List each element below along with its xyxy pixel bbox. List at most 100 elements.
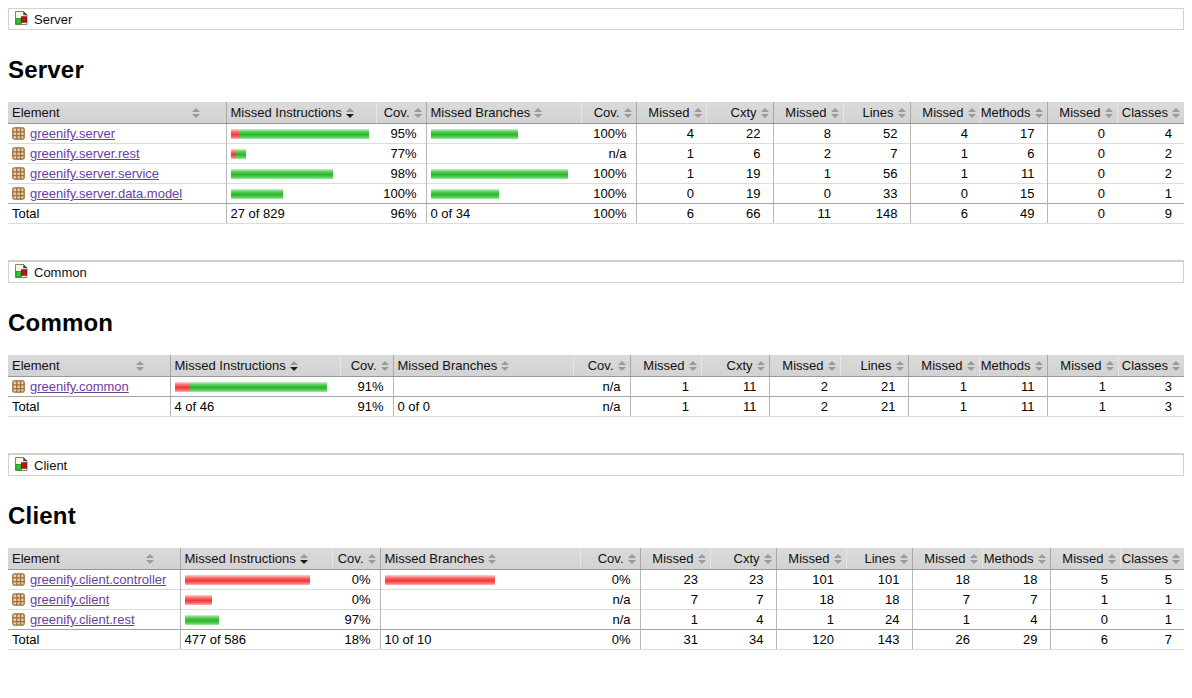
- sort-up-arrow: [1038, 554, 1046, 558]
- coverage-bar: [231, 149, 373, 159]
- column-header-element[interactable]: Element: [8, 355, 170, 377]
- column-header-element[interactable]: Element: [8, 102, 226, 124]
- sort-down-arrow: [624, 114, 632, 118]
- sort-up-arrow: [1105, 108, 1113, 112]
- column-header-cov[interactable]: Cov.: [376, 102, 426, 124]
- sort-icon: [624, 108, 632, 118]
- total-branches-cell: 10 of 10: [380, 630, 580, 650]
- column-header-cov[interactable]: Cov.: [573, 355, 630, 377]
- column-header-missed-branches[interactable]: Missed Branches: [393, 355, 573, 377]
- package-link[interactable]: greenify.server.service: [30, 166, 159, 181]
- header-row: ElementMissed Instructions Cov. Missed Bra…: [8, 548, 1184, 570]
- column-header-cov[interactable]: Cov.: [580, 548, 640, 570]
- column-header-methods[interactable]: Methods: [979, 355, 1047, 377]
- header-row: ElementMissed InstructionsCov.Missed Bra…: [8, 102, 1184, 124]
- column-header-missed[interactable]: Missed: [769, 355, 840, 377]
- column-header-missed[interactable]: Missed: [1050, 548, 1120, 570]
- column-header-methods[interactable]: Methods: [982, 548, 1050, 570]
- metric-cell: 1: [1120, 590, 1184, 610]
- sort-up-arrow: [689, 361, 697, 365]
- sort-down-arrow: [1172, 560, 1180, 564]
- instructions-bar-cell: [180, 590, 332, 610]
- package-link[interactable]: greenify.client.rest: [30, 612, 135, 627]
- column-header-missed[interactable]: Missed: [630, 355, 701, 377]
- column-label: Missed: [921, 358, 962, 373]
- column-header-missed[interactable]: Missed: [910, 102, 980, 124]
- metric-cell: 1: [773, 164, 843, 184]
- sort-icon: [1172, 108, 1180, 118]
- column-header-methods[interactable]: Methods: [980, 102, 1047, 124]
- column-label: Cov.: [338, 551, 364, 566]
- metric-cell: 11: [701, 377, 769, 397]
- column-header-lines[interactable]: Lines: [843, 102, 910, 124]
- package-link[interactable]: greenify.server.rest: [30, 146, 140, 161]
- column-header-cxty[interactable]: Cxty: [701, 355, 769, 377]
- metric-cell: 0: [1047, 124, 1117, 144]
- element-cell: greenify.server.rest: [8, 144, 226, 164]
- sort-icon: [414, 108, 422, 118]
- column-header-cxty[interactable]: Cxty: [706, 102, 773, 124]
- column-header-classes[interactable]: Classes: [1120, 548, 1184, 570]
- column-header-missed-instructions[interactable]: Missed Instructions: [226, 102, 376, 124]
- column-header-missed-instructions[interactable]: Missed Instructions: [180, 548, 332, 570]
- column-header-missed-branches[interactable]: Missed Branches: [380, 548, 580, 570]
- page-title: Common: [8, 309, 1184, 337]
- breadcrumb: Common: [8, 261, 1184, 283]
- column-header-content: Missed: [922, 105, 975, 120]
- metric-cell: 2: [1117, 144, 1184, 164]
- total-metric-cell: 7: [1120, 630, 1184, 650]
- column-header-cov[interactable]: Cov.: [581, 102, 636, 124]
- column-header-content: Lines: [862, 105, 905, 120]
- package-link[interactable]: greenify.server: [30, 126, 115, 141]
- column-header-missed-instructions[interactable]: Missed Instructions: [170, 355, 340, 377]
- sort-icon: [628, 554, 636, 564]
- sort-down-arrow: [834, 560, 842, 564]
- coverage-bar: [385, 595, 577, 605]
- total-metric-cell: 120: [776, 630, 846, 650]
- sort-icon: [1105, 108, 1113, 118]
- covered-bar-segment: [431, 129, 518, 139]
- branches-coverage-cell: 100%: [581, 124, 636, 144]
- package-link[interactable]: greenify.client: [30, 592, 109, 607]
- column-header-missed[interactable]: Missed: [640, 548, 710, 570]
- branches-bar-cell: [426, 124, 581, 144]
- sort-down-arrow: [146, 560, 154, 564]
- branches-coverage-cell: 100%: [581, 184, 636, 204]
- metric-cell: 18: [912, 570, 982, 590]
- column-header-lines[interactable]: Lines: [846, 548, 912, 570]
- package-icon: [12, 147, 25, 160]
- column-header-content: Cov.: [384, 105, 422, 120]
- column-header-content: Cxty: [731, 105, 769, 120]
- package-link[interactable]: greenify.server.data.model: [30, 186, 182, 201]
- sort-up-arrow: [618, 361, 626, 365]
- package-icon: [12, 380, 25, 393]
- column-header-content: Missed Instructions: [231, 105, 354, 120]
- column-header-missed[interactable]: Missed: [912, 548, 982, 570]
- column-header-missed-branches[interactable]: Missed Branches: [426, 102, 581, 124]
- package-link[interactable]: greenify.common: [30, 379, 129, 394]
- column-header-missed[interactable]: Missed: [1047, 355, 1118, 377]
- instructions-coverage-cell: 0%: [332, 570, 380, 590]
- branches-bar-cell: [426, 164, 581, 184]
- column-header-cov[interactable]: Cov.: [332, 548, 380, 570]
- sort-icon: [488, 554, 496, 564]
- column-header-missed[interactable]: Missed: [773, 102, 843, 124]
- column-header-content: Classes: [1122, 105, 1180, 120]
- package-link[interactable]: greenify.client.controller: [30, 572, 166, 587]
- column-header-lines[interactable]: Lines: [840, 355, 908, 377]
- column-header-missed[interactable]: Missed: [636, 102, 706, 124]
- instructions-bar-cell: [170, 377, 340, 397]
- column-header-cxty[interactable]: Cxty: [710, 548, 776, 570]
- column-header-missed[interactable]: Missed: [908, 355, 979, 377]
- column-header-classes[interactable]: Classes: [1117, 102, 1184, 124]
- package-icon: [12, 593, 25, 606]
- column-header-content: Missed: [643, 358, 696, 373]
- column-header-cov[interactable]: Cov.: [340, 355, 393, 377]
- column-header-missed[interactable]: Missed: [1047, 102, 1117, 124]
- column-header-missed[interactable]: Missed: [776, 548, 846, 570]
- column-header-content: Missed Branches: [385, 551, 497, 566]
- sort-up-arrow: [1035, 361, 1043, 365]
- column-header-classes[interactable]: Classes: [1118, 355, 1184, 377]
- metric-cell: 23: [710, 570, 776, 590]
- column-header-element[interactable]: Element: [8, 548, 180, 570]
